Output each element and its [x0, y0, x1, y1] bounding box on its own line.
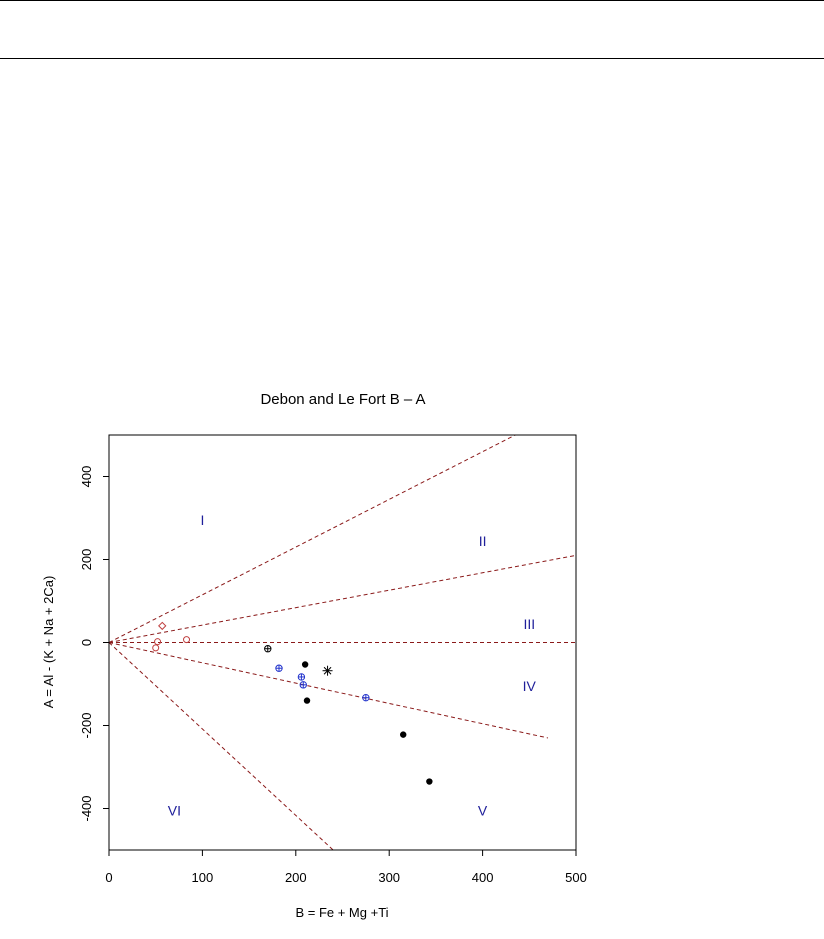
- y-tick-label: 200: [79, 549, 94, 571]
- x-tick-label: 100: [192, 870, 214, 885]
- data-point-star: [322, 665, 333, 676]
- boundary-line-2: [109, 554, 576, 643]
- x-tick-label: 500: [565, 870, 587, 885]
- x-tick-label: 300: [378, 870, 400, 885]
- x-tick-label: 400: [472, 870, 494, 885]
- x-tick-label: 200: [285, 870, 307, 885]
- header-rule: [0, 58, 824, 59]
- field-label-iii: III: [523, 616, 535, 632]
- field-label-v: V: [478, 803, 488, 819]
- data-point-filled-circle: [303, 697, 311, 704]
- data-point-filled-circle: [400, 731, 407, 738]
- data-point-open-circle: [183, 636, 191, 644]
- x-axis-label: B = Fe + Mg +Ti: [295, 905, 388, 920]
- data-point-circle-plus: [264, 645, 272, 653]
- data-point-filled-circle: [426, 778, 433, 785]
- field-label-i: I: [200, 512, 204, 528]
- boundary-line-1: [109, 435, 516, 643]
- data-point-open-circle: [154, 638, 162, 646]
- data-point-circle-plus: [275, 664, 283, 672]
- field-label-iv: IV: [523, 678, 537, 694]
- data-point-circle-plus: [299, 681, 307, 689]
- y-axis-label: A = Al - (K + Na + 2Ca): [41, 576, 56, 709]
- y-tick-label: 0: [79, 639, 94, 646]
- y-tick-label: -200: [79, 712, 94, 738]
- boundary-line-4: [109, 642, 549, 739]
- field-label-vi: VI: [168, 803, 181, 819]
- field-label-ii: II: [479, 533, 487, 549]
- chart-title: Debon and Le Fort B – A: [260, 391, 425, 408]
- data-point-circle-plus: [362, 693, 370, 702]
- data-point-filled-circle: [301, 661, 309, 668]
- y-tick-label: -400: [79, 795, 94, 821]
- data-point-open-circle: [152, 644, 160, 652]
- x-tick-label: 0: [105, 870, 112, 885]
- data-point-diamond: [158, 621, 167, 631]
- data-point-circle-plus: [297, 673, 306, 681]
- y-tick-label: 400: [79, 466, 94, 488]
- axes: 0 100 200 300 400 500 -400 -200 0 200 400: [79, 466, 587, 885]
- top-rule: [0, 0, 824, 1]
- boundary-line-5: [109, 642, 334, 850]
